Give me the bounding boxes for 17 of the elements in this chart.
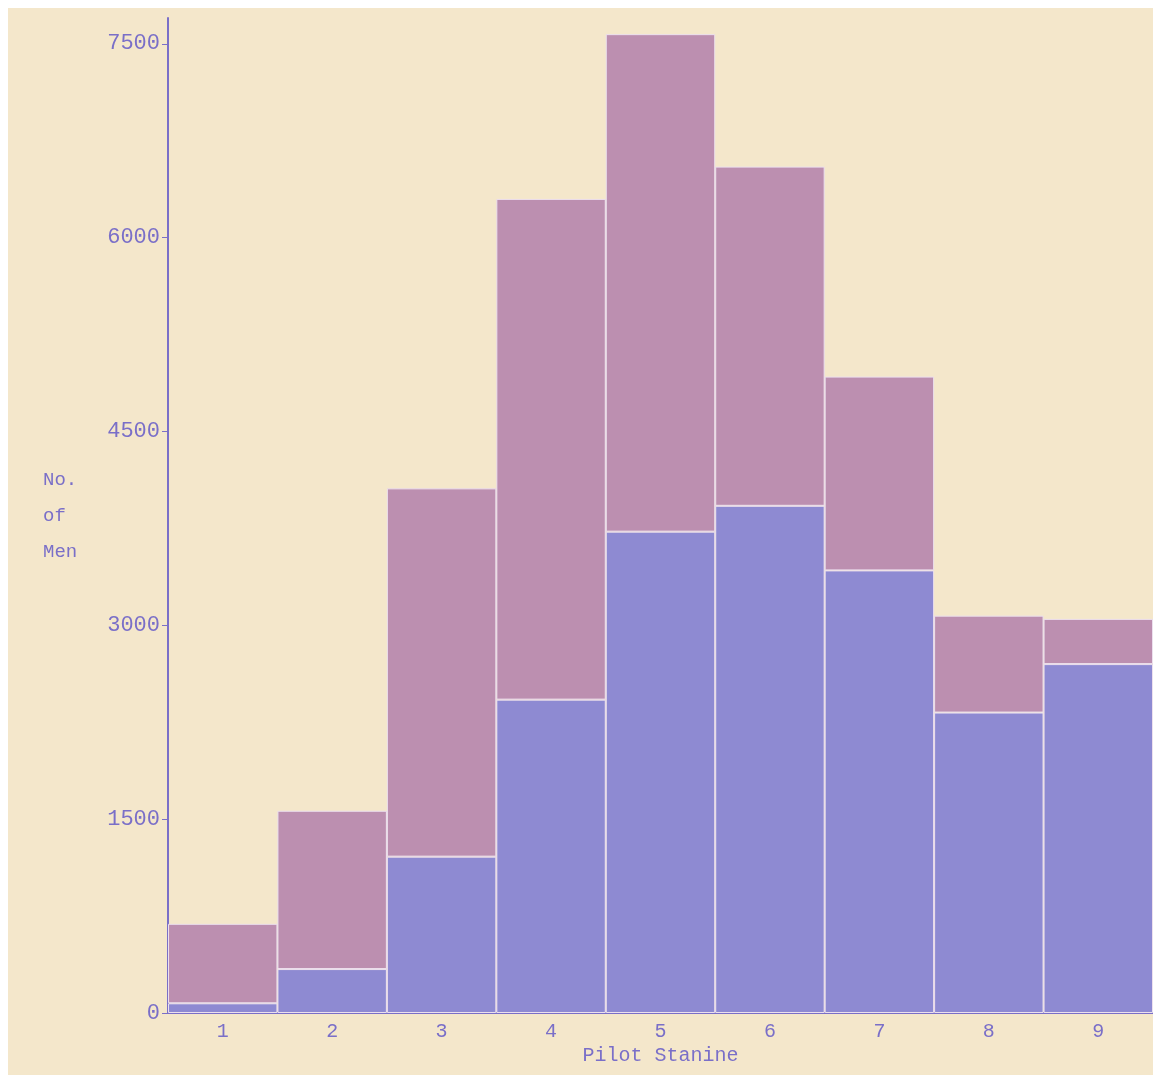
- x-tick-label: 6: [763, 1019, 776, 1043]
- x-tick-label: 8: [982, 1019, 995, 1043]
- y-tick-label: 0: [146, 1000, 160, 1026]
- y-tick-label: 3000: [107, 612, 160, 638]
- y-tick-label: 1500: [107, 806, 160, 832]
- y-tick-label: 4500: [107, 419, 160, 445]
- y-axis-title: No. of Men: [43, 468, 78, 563]
- x-tick-label: 9: [1092, 1019, 1105, 1043]
- x-tick-label: 4: [545, 1019, 558, 1043]
- x-axis-title: Pilot Stanine: [582, 1044, 739, 1068]
- x-tick-label: 5: [654, 1019, 667, 1043]
- x-tick-label: 1: [216, 1019, 229, 1043]
- x-tick-label: 7: [873, 1019, 886, 1043]
- x-tick-label: 2: [326, 1019, 339, 1043]
- y-tick-label: 6000: [107, 225, 160, 251]
- x-tick-label: 3: [435, 1019, 448, 1043]
- y-tick-label: 7500: [107, 31, 160, 57]
